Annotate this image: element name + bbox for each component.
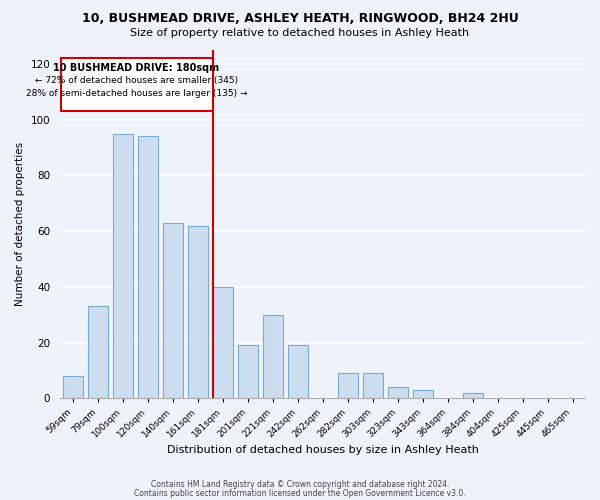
Bar <box>137 136 158 398</box>
Bar <box>212 287 233 399</box>
Y-axis label: Number of detached properties: Number of detached properties <box>15 142 25 306</box>
Text: ← 72% of detached houses are smaller (345): ← 72% of detached houses are smaller (34… <box>35 76 238 86</box>
Text: Contains public sector information licensed under the Open Government Licence v3: Contains public sector information licen… <box>134 488 466 498</box>
Text: Size of property relative to detached houses in Ashley Heath: Size of property relative to detached ho… <box>130 28 470 38</box>
Bar <box>287 346 308 399</box>
Text: 10 BUSHMEAD DRIVE: 180sqm: 10 BUSHMEAD DRIVE: 180sqm <box>53 62 220 72</box>
X-axis label: Distribution of detached houses by size in Ashley Heath: Distribution of detached houses by size … <box>167 445 478 455</box>
Bar <box>413 390 433 398</box>
Bar <box>163 223 182 398</box>
Text: Contains HM Land Registry data © Crown copyright and database right 2024.: Contains HM Land Registry data © Crown c… <box>151 480 449 489</box>
Bar <box>188 226 208 398</box>
Bar <box>463 393 482 398</box>
Bar <box>388 387 407 398</box>
Bar <box>263 314 283 398</box>
Bar <box>113 134 133 398</box>
Text: 10, BUSHMEAD DRIVE, ASHLEY HEATH, RINGWOOD, BH24 2HU: 10, BUSHMEAD DRIVE, ASHLEY HEATH, RINGWO… <box>82 12 518 26</box>
Bar <box>88 306 107 398</box>
Text: 28% of semi-detached houses are larger (135) →: 28% of semi-detached houses are larger (… <box>26 89 247 98</box>
Bar <box>362 374 383 398</box>
FancyBboxPatch shape <box>61 58 212 112</box>
Bar <box>62 376 83 398</box>
Bar <box>238 346 257 399</box>
Bar <box>338 374 358 398</box>
